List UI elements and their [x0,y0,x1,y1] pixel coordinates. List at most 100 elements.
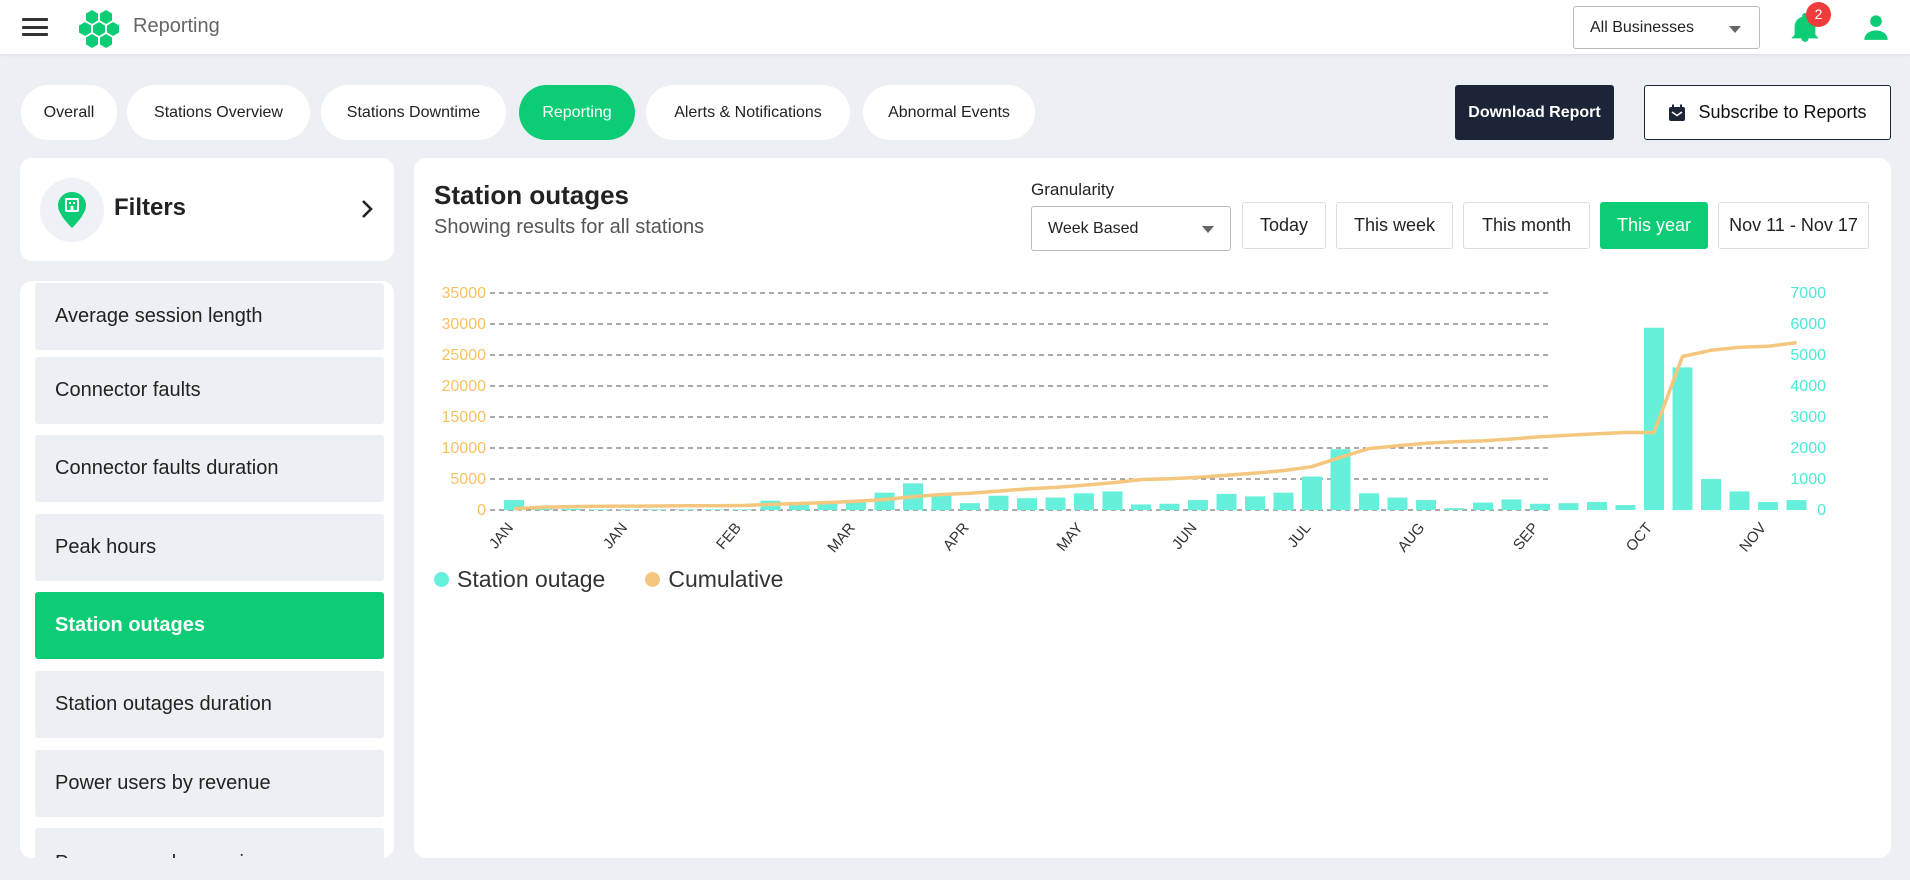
x-tick-label: APR [940,520,973,555]
outage-bar [646,509,667,510]
y-left-tick-label: 35000 [442,285,487,302]
report-list: Average session length Connector faults … [20,281,394,858]
download-report-button[interactable]: Download Report [1455,85,1614,140]
report-title: Station outages [434,180,630,210]
outage-bar [1188,500,1208,510]
outage-bar [1245,496,1265,510]
business-select-value: All Businesses [1590,19,1695,36]
outage-bar [1159,503,1180,510]
subscribe-reports-label: Subscribe to Reports [1698,102,1867,122]
outage-bar [1444,508,1465,510]
filters-title: Filters [114,194,187,221]
outage-bar [675,509,695,510]
outage-bar [1501,499,1522,510]
outage-bar [1729,491,1750,510]
report-item-average-session-length[interactable]: Average session length [35,283,384,350]
y-right-tick-label: 7000 [1790,285,1826,302]
y-right-tick-label: 3000 [1790,409,1826,426]
outage-bar [931,493,952,510]
outage-bar [1273,492,1294,510]
y-right-tick-label: 1000 [1790,471,1826,488]
outage-bar [1045,497,1066,510]
granularity-label: Granularity [1031,180,1115,199]
outage-bar [504,500,524,510]
legend-item-station-outage[interactable]: Station outage [434,566,605,593]
y-left-tick-label: 0 [477,502,486,519]
range-this-month-button[interactable]: This month [1463,202,1590,249]
y-right-tick-label: 2000 [1790,440,1826,457]
report-subtitle: Showing results for all stations [434,216,705,238]
report-item-station-outages[interactable]: Station outages [35,592,384,659]
y-left-tick-label: 15000 [442,409,487,426]
range-this-year-button[interactable]: This year [1600,202,1708,249]
hamburger-menu-icon[interactable] [22,16,48,38]
subscribe-reports-button[interactable]: Subscribe to Reports [1644,85,1891,140]
location-pin-icon [58,192,86,228]
x-tick-label: JAN [600,520,631,553]
outage-bar [1644,327,1664,510]
x-tick-label: SEP [1510,520,1542,554]
outage-bar [1131,504,1151,510]
filters-panel[interactable]: Filters [20,158,394,261]
report-item-connector-faults-duration[interactable]: Connector faults duration [35,435,384,502]
report-item-connector-faults[interactable]: Connector faults [35,357,384,424]
x-tick-label: AUG [1394,520,1428,556]
caret-down-icon [1202,226,1214,233]
outage-bar [1786,500,1807,510]
report-chart-card: Station outages Showing results for all … [414,158,1891,858]
report-item-peak-hours[interactable]: Peak hours [35,514,384,581]
tab-alerts-notifications[interactable]: Alerts & Notifications [646,85,850,140]
top-bar: Reporting All Businesses 2 [0,0,1910,54]
tab-abnormal-events[interactable]: Abnormal Events [863,85,1035,140]
y-left-tick-label: 20000 [442,378,487,395]
x-tick-label: FEB [713,520,745,553]
outage-bar [1302,476,1322,510]
x-tick-label: NOV [1736,520,1770,556]
y-left-tick-label: 25000 [442,347,487,364]
outage-bar [1017,498,1037,510]
granularity-select[interactable]: Week Based [1031,206,1231,251]
y-left-tick-label: 5000 [450,471,486,488]
business-select[interactable]: All Businesses [1573,6,1760,49]
outage-bar [1330,449,1351,510]
outage-bar [589,509,610,510]
outage-bar [732,509,752,510]
outage-bar [1216,493,1237,510]
range-custom-button[interactable]: Nov 11 - Nov 17 [1718,202,1869,249]
app-title: Reporting [133,15,220,37]
report-item-power-users-revenue[interactable]: Power users by revenue [35,750,384,817]
report-item-power-users-sessions[interactable]: Power users by sessions [35,828,384,858]
outage-bar [1672,367,1693,510]
outage-bar [874,492,895,510]
outage-bar [1758,501,1778,510]
outage-bar [1074,493,1094,510]
outage-bar [1359,493,1379,510]
legend-dot-line [645,572,661,587]
outage-bar [817,503,838,510]
chevron-right-icon [362,200,373,218]
calendar-mail-icon [1669,104,1686,121]
tab-overall[interactable]: Overall [21,85,117,140]
report-item-station-outages-duration[interactable]: Station outages duration [35,671,384,738]
range-today-button[interactable]: Today [1242,202,1326,249]
chart-legend: Station outage Cumulative [434,566,823,593]
x-tick-label: MAY [1053,520,1086,555]
y-right-tick-label: 0 [1817,502,1826,519]
legend-item-cumulative[interactable]: Cumulative [645,566,783,593]
granularity-value: Week Based [1048,220,1139,237]
filters-icon-wrap [40,178,104,242]
outage-bar [1530,503,1550,510]
outage-bar [532,508,553,510]
outage-bar [1102,491,1123,510]
y-right-tick-label: 6000 [1790,316,1826,333]
outage-bar [1615,505,1636,510]
tab-stations-overview[interactable]: Stations Overview [127,85,310,140]
range-this-week-button[interactable]: This week [1336,202,1453,249]
outage-bar [846,501,866,510]
user-icon[interactable] [1862,13,1890,41]
x-tick-label: OCT [1623,520,1656,555]
y-left-tick-label: 10000 [442,440,487,457]
tab-reporting[interactable]: Reporting [519,85,635,140]
tab-stations-downtime[interactable]: Stations Downtime [321,85,506,140]
station-outages-chart: 0 5000 10000 15000 20000 25000 30000 35000 0 1000… [442,285,1827,556]
